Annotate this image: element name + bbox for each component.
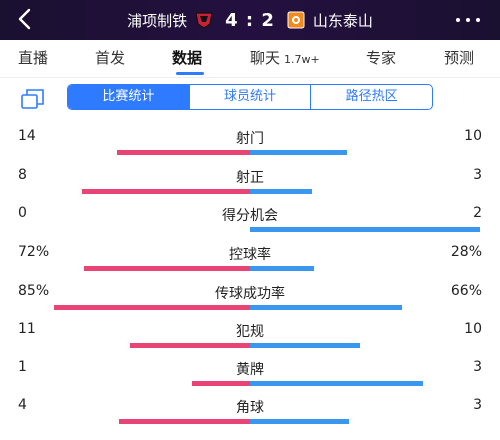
stat-row-shots: 14 射门 10 — [0, 128, 500, 168]
home-value: 72% — [18, 244, 50, 260]
home-bar — [119, 419, 250, 424]
stat-row-possession: 72% 控球率 28% — [0, 244, 500, 284]
stat-row-pass-accuracy: 85% 传球成功率 66% — [0, 283, 500, 323]
home-team-crest-icon — [195, 12, 213, 29]
away-bar — [250, 227, 480, 232]
stat-row-chances: 0 得分机会 2 — [0, 205, 500, 245]
chat-count: 1.7w+ — [284, 53, 320, 66]
away-team-name: 山东泰山 — [312, 11, 373, 30]
away-bar — [250, 150, 347, 155]
dot-icon — [456, 18, 460, 22]
tab-live[interactable]: 直播 — [18, 49, 49, 67]
home-bar — [117, 150, 250, 155]
back-button[interactable] — [14, 6, 36, 32]
home-value: 4 — [18, 397, 27, 413]
away-team-crest-icon — [287, 11, 305, 29]
stat-row-yellow-cards: 1 黄牌 3 — [0, 359, 500, 399]
home-bar — [130, 343, 250, 348]
stat-label: 黄牌 — [236, 362, 264, 378]
dot-icon — [466, 18, 470, 22]
away-value: 66% — [450, 283, 482, 299]
segment-player-stats[interactable]: 球员统计 — [190, 85, 312, 109]
stat-label: 犯规 — [236, 324, 264, 340]
tab-chat[interactable]: 聊天 1.7w+ — [250, 49, 320, 67]
stat-label: 控球率 — [229, 247, 271, 263]
stat-label: 角球 — [236, 400, 264, 416]
home-team-name: 浦项制铁 — [127, 11, 188, 30]
segment-heatmap[interactable]: 路径热区 — [345, 89, 398, 104]
away-value: 3 — [473, 397, 482, 413]
layout-toggle-icon[interactable] — [20, 86, 46, 110]
stat-label: 射门 — [236, 131, 264, 147]
away-value: 2 — [473, 205, 482, 221]
home-bar — [192, 381, 250, 386]
home-value: 0 — [18, 205, 27, 221]
away-bar — [250, 189, 312, 194]
away-value: 28% — [450, 244, 482, 260]
home-bar — [54, 305, 250, 310]
scoreline: 浦项制铁 4 : 2 山东泰山 — [100, 0, 400, 40]
match-header: 浦项制铁 4 : 2 山东泰山 — [0, 0, 500, 40]
stat-row-corners: 4 角球 3 — [0, 397, 500, 437]
away-value: 10 — [464, 128, 482, 144]
tab-prediction[interactable]: 预测 — [444, 49, 475, 67]
home-value: 14 — [18, 128, 36, 144]
home-value: 85% — [18, 283, 50, 299]
away-bar — [250, 419, 349, 424]
stat-label: 得分机会 — [222, 208, 278, 224]
away-bar — [250, 381, 423, 386]
tab-lineup[interactable]: 首发 — [95, 49, 126, 67]
tab-experts[interactable]: 专家 — [366, 49, 397, 67]
home-bar — [84, 266, 250, 271]
away-value: 3 — [473, 359, 482, 375]
match-tabs: 直播 首发 数据 聊天 1.7w+ 专家 预测 — [0, 40, 500, 78]
away-value: 3 — [473, 167, 482, 183]
home-value: 11 — [18, 321, 36, 337]
match-score: 4 : 2 — [225, 9, 275, 31]
stat-label: 射正 — [236, 170, 264, 186]
home-bar — [82, 189, 250, 194]
away-value: 10 — [464, 321, 482, 337]
tab-data[interactable]: 数据 — [172, 49, 203, 67]
away-bar — [250, 305, 402, 310]
active-tab-indicator — [176, 72, 204, 75]
away-bar — [250, 343, 360, 348]
more-menu-button[interactable] — [456, 10, 480, 30]
segment-match-stats[interactable]: 比赛统计 — [68, 85, 190, 109]
dot-icon — [476, 18, 480, 22]
away-bar — [250, 266, 314, 271]
chevron-left-icon — [18, 8, 31, 30]
stats-segment-control: 比赛统计 球员统计 路径热区 — [67, 84, 433, 110]
stat-label: 传球成功率 — [215, 286, 285, 302]
home-value: 8 — [18, 167, 27, 183]
stat-row-fouls: 11 犯规 10 — [0, 321, 500, 361]
stat-row-shots-on-target: 8 射正 3 — [0, 167, 500, 207]
home-value: 1 — [18, 359, 27, 375]
